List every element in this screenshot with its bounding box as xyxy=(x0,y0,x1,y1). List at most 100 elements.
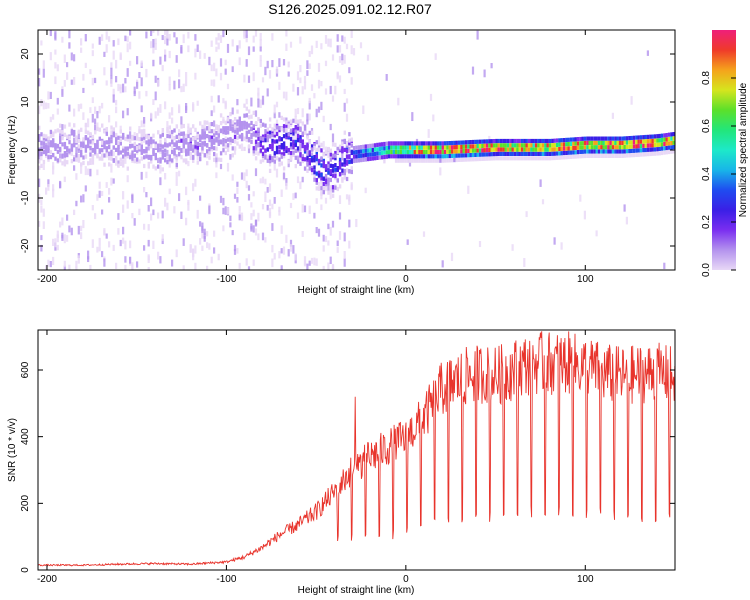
heatmap-cell xyxy=(222,129,225,134)
heatmap-cell xyxy=(539,138,542,144)
heatmap-cell xyxy=(245,34,248,43)
heatmap-cell xyxy=(315,150,318,155)
heatmap-cell xyxy=(175,134,178,139)
heatmap-cell xyxy=(75,266,78,270)
heatmap-cell xyxy=(271,244,274,253)
heatmap-cell xyxy=(147,205,150,212)
heatmap-cell xyxy=(278,112,281,118)
heatmap-cell xyxy=(238,214,241,221)
heatmap-cell xyxy=(595,136,598,141)
heatmap-cell xyxy=(168,159,171,168)
heatmap-cell xyxy=(397,145,400,150)
heatmap-cell xyxy=(292,118,295,123)
snr-frame xyxy=(37,329,676,571)
heatmap-cell xyxy=(96,169,99,176)
heatmap-cell xyxy=(329,190,332,200)
heatmap-cell xyxy=(628,140,631,145)
heatmap-cell xyxy=(357,158,360,163)
heatmap-cell xyxy=(478,241,482,248)
heatmap-cell xyxy=(266,147,269,152)
heatmap-cell xyxy=(632,144,636,149)
heatmap-cell xyxy=(588,153,591,158)
heatmap-cell xyxy=(560,151,563,156)
heatmap-cell xyxy=(243,125,246,130)
heatmap-cell xyxy=(380,155,384,160)
heatmap-cell xyxy=(306,145,309,150)
heatmap-y-tick-label: -20 xyxy=(20,238,31,253)
heatmap-cell xyxy=(338,157,342,162)
heatmap-cell xyxy=(555,155,559,160)
heatmap-cell xyxy=(124,256,127,263)
heatmap-cell xyxy=(625,149,629,154)
heatmap-cell xyxy=(658,142,661,147)
snr-x-tick-label: 0 xyxy=(403,574,409,585)
heatmap-cell xyxy=(161,132,164,137)
heatmap-cell xyxy=(380,142,384,147)
heatmap-cell xyxy=(247,109,251,114)
heatmap-cell xyxy=(133,141,136,146)
heatmap-cell xyxy=(511,138,514,144)
heatmap-cell xyxy=(138,137,141,142)
heatmap-cell xyxy=(40,235,43,241)
heatmap-cell xyxy=(203,120,206,125)
heatmap-cell xyxy=(245,169,248,177)
heatmap-cell xyxy=(266,134,269,139)
heatmap-cell xyxy=(243,103,246,108)
heatmap-cell xyxy=(280,143,283,148)
heatmap-cell xyxy=(238,206,241,212)
heatmap-cell xyxy=(194,34,197,41)
heatmap-cell xyxy=(103,153,106,158)
heatmap-cell xyxy=(525,143,528,148)
heatmap-cell xyxy=(373,151,377,156)
heatmap-cell xyxy=(509,156,512,161)
heatmap-cell xyxy=(215,68,218,77)
snr-x-tick-label: -200 xyxy=(37,574,57,585)
heatmap-cell xyxy=(236,248,239,254)
heatmap-cell xyxy=(371,147,374,152)
heatmap-cell xyxy=(91,140,95,145)
heatmap-cell xyxy=(467,140,470,145)
heatmap-cell xyxy=(532,138,535,144)
heatmap-cell xyxy=(271,33,274,41)
heatmap-cell xyxy=(343,168,346,174)
heatmap-cell xyxy=(70,79,73,85)
heatmap-cell xyxy=(343,36,346,44)
heatmap-cell xyxy=(236,109,239,114)
heatmap-cell xyxy=(632,135,636,140)
heatmap-cell xyxy=(229,138,232,143)
heatmap-cell xyxy=(66,153,69,158)
heatmap-cell xyxy=(273,139,276,144)
heatmap-cell xyxy=(80,225,83,232)
heatmap-cell xyxy=(329,177,332,183)
heatmap-cell xyxy=(583,136,587,141)
heatmap-cell xyxy=(469,144,472,149)
heatmap-cell xyxy=(546,143,549,148)
heatmap-cell xyxy=(80,141,83,146)
heatmap-cell xyxy=(236,135,239,141)
heatmap-cell xyxy=(299,119,302,124)
heatmap-cell xyxy=(420,145,423,150)
heatmap-cell xyxy=(136,261,139,268)
heatmap-cell xyxy=(422,231,426,237)
heatmap-cell xyxy=(70,148,73,156)
heatmap-cell xyxy=(192,148,195,153)
heatmap-cell xyxy=(574,137,577,142)
heatmap-cell xyxy=(238,127,241,132)
heatmap-cell xyxy=(343,147,346,152)
heatmap-cell xyxy=(478,156,482,162)
heatmap-cell xyxy=(101,148,104,153)
heatmap-cell xyxy=(161,155,164,160)
heatmap-cell xyxy=(96,194,99,201)
heatmap-cell xyxy=(546,156,549,161)
heatmap-cell xyxy=(285,43,288,51)
heatmap-cell xyxy=(471,157,475,162)
heatmap-cell xyxy=(672,136,675,141)
heatmap-cell xyxy=(63,54,66,64)
heatmap-cell xyxy=(222,126,225,131)
heatmap-cell xyxy=(94,130,97,135)
heatmap-cell xyxy=(171,145,174,154)
heatmap-cell xyxy=(385,74,388,81)
heatmap-cell xyxy=(350,169,353,175)
heatmap-cell xyxy=(644,152,647,157)
heatmap-cell xyxy=(623,145,626,150)
